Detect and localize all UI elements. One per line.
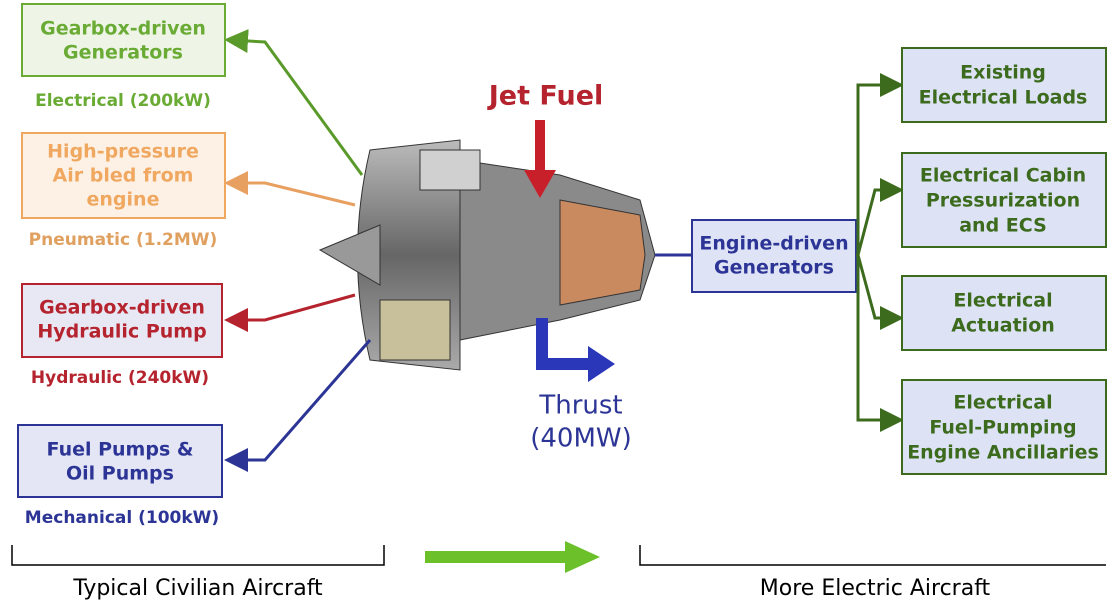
fuel-label: Jet Fuel — [487, 81, 604, 112]
power-label: Mechanical (100kW) — [25, 508, 219, 528]
box-text: Pressurization — [926, 190, 1080, 212]
box — [901, 47, 1107, 123]
connector — [224, 339, 372, 472]
box-text: Fuel-Pumping — [929, 417, 1076, 439]
connector — [856, 254, 904, 330]
box — [691, 219, 857, 293]
box-text: Electrical — [953, 290, 1052, 312]
box — [901, 275, 1107, 351]
box-text: Existing — [960, 62, 1046, 84]
connector — [224, 29, 364, 176]
power-label: Electrical (200kW) — [35, 91, 211, 111]
bracket — [639, 545, 1106, 566]
box-text: Generators — [714, 257, 834, 279]
box-text: Gearbox-driven — [40, 18, 206, 40]
thrust-label: Thrust — [538, 391, 622, 421]
box — [901, 152, 1107, 248]
box-text: Gearbox-driven — [39, 297, 205, 319]
box-text: Actuation — [951, 315, 1055, 337]
connector — [856, 178, 904, 256]
fuel-arrow — [524, 120, 556, 198]
box-text: Fuel Pumps & — [47, 439, 194, 461]
box — [901, 379, 1107, 475]
box-text: engine — [87, 189, 160, 211]
footer-label: More Electric Aircraft — [760, 576, 991, 601]
thrust-arrow — [536, 318, 615, 382]
box-text: Air bled from — [53, 165, 194, 187]
box-text: Electrical Loads — [919, 87, 1088, 109]
box — [21, 3, 226, 77]
box-text: Oil Pumps — [66, 463, 174, 485]
box-text: and ECS — [959, 215, 1047, 237]
power-label: Pneumatic (1.2MW) — [29, 230, 218, 250]
box — [21, 132, 226, 219]
connector — [856, 73, 904, 257]
box-text: Hydraulic Pump — [37, 321, 206, 343]
connector — [224, 293, 356, 332]
box — [17, 424, 223, 498]
connector — [224, 171, 356, 207]
connector — [856, 255, 904, 432]
box-text: Electrical — [953, 392, 1052, 414]
box-text: Electrical Cabin — [920, 165, 1086, 187]
bracket — [11, 545, 385, 566]
transition-arrow — [425, 541, 600, 573]
box-text: High-pressure — [47, 141, 199, 163]
power-label: Hydraulic (240kW) — [31, 368, 209, 388]
engine — [318, 139, 656, 371]
footer-label: Typical Civilian Aircraft — [72, 576, 323, 601]
box-text: Engine Ancillaries — [907, 442, 1099, 464]
thrust-label: (40MW) — [530, 424, 632, 454]
box-text: Generators — [63, 42, 183, 64]
box — [21, 283, 223, 358]
box-text: Engine-driven — [699, 233, 848, 255]
